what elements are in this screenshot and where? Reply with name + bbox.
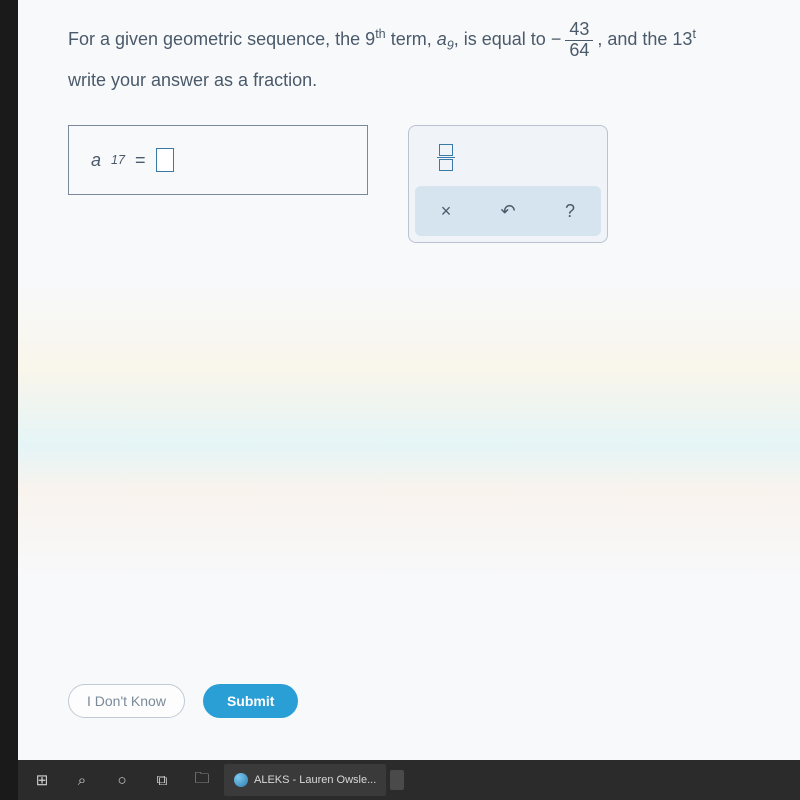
tool-row-bottom: × ↶ ? [415,186,601,236]
submit-button[interactable]: Submit [203,684,298,718]
q-fraction: 4364 [565,20,593,61]
content-window: For a given geometric sequence, the 9th … [18,0,800,760]
fraction-icon [437,143,455,172]
aleks-task[interactable]: ALEKS - Lauren Owsle... [224,764,386,796]
aleks-label: ALEKS - Lauren Owsle... [254,774,376,786]
question-text: For a given geometric sequence, the 9th … [68,20,790,100]
tool-spacer-1 [477,132,539,182]
action-bar: I Don't Know Submit [68,684,298,718]
cortana-button[interactable]: ○ [104,764,140,796]
clear-button[interactable]: × [415,186,477,236]
taskbar: ⊞ ⌕ ○ ⧉ 🗀 ALEKS - Lauren Owsle... [18,760,800,800]
search-button[interactable]: ⌕ [64,764,100,796]
start-button[interactable]: ⊞ [24,764,60,796]
taskview-icon: ⧉ [157,772,168,789]
clear-icon: × [441,201,452,222]
q-sup2: t [692,27,696,41]
q-var: a [437,29,447,49]
windows-icon: ⊞ [36,771,49,789]
search-icon: ⌕ [78,772,86,789]
idk-button[interactable]: I Don't Know [68,684,185,718]
tool-row-top [415,132,601,182]
undo-icon: ↶ [500,201,515,222]
circle-icon: ○ [117,772,126,789]
q-sub1: 9 [447,39,454,53]
q-frac-den: 64 [565,41,593,61]
ans-eq: = [135,150,146,171]
tool-spacer-2 [539,132,601,182]
fraction-tool[interactable] [415,132,477,182]
blank-task[interactable] [390,770,404,790]
explorer-button[interactable]: 🗀 [184,764,220,796]
help-icon: ? [565,201,575,222]
taskview-button[interactable]: ⧉ [144,764,180,796]
q-minus: − [551,29,562,49]
aleks-icon [234,773,248,787]
q-frac-num: 43 [565,20,593,41]
folder-icon: 🗀 [194,768,209,793]
q-prefix: For a given geometric sequence, the 9 [68,29,375,49]
answer-box[interactable]: a 17 = [68,125,368,195]
q-sup1: th [375,27,386,41]
answer-input[interactable] [156,148,174,172]
q-mid2: , is equal to [454,29,551,49]
undo-button[interactable]: ↶ [477,186,539,236]
q-mid3: , and the 13 [597,29,692,49]
ans-sub: 17 [111,153,125,167]
q-line2: write your answer as a fraction. [68,70,317,90]
tool-panel: × ↶ ? [408,125,608,243]
ans-var: a [91,150,101,171]
q-mid1: term, [386,29,437,49]
screen: For a given geometric sequence, the 9th … [0,0,800,800]
answer-row: a 17 = × ↶ ? [68,125,790,243]
help-button[interactable]: ? [539,186,601,236]
